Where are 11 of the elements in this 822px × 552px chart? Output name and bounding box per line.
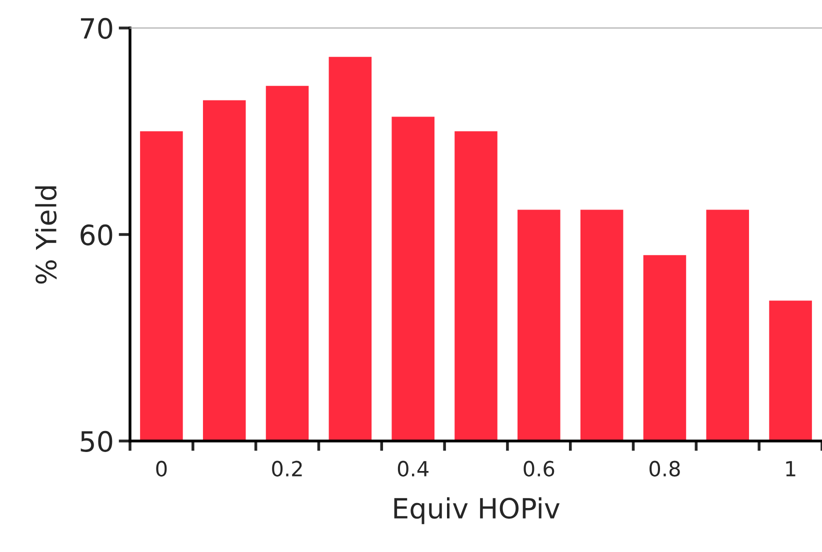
y-axis-title: % Yield xyxy=(35,186,57,284)
x-tick-label: 0.8 xyxy=(650,460,680,477)
x-axis-title: Equiv HOPiv xyxy=(394,497,560,524)
x-tick-label: 0 xyxy=(156,460,167,477)
x-tick-label: 0.2 xyxy=(272,460,302,477)
x-tick-label: 0.4 xyxy=(398,460,428,477)
x-tick-label: 0.6 xyxy=(524,460,554,477)
x-tick-label: 1 xyxy=(786,461,796,476)
y-tick-label: 50 xyxy=(80,430,112,452)
y-tick-label: 60 xyxy=(80,224,112,246)
y-tick-label: 70 xyxy=(80,18,112,39)
